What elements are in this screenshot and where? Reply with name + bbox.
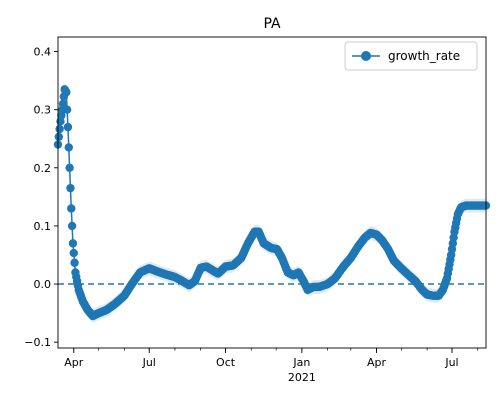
y-axis-ticks: −0.1 0.0 0.1 0.2 0.3 0.4	[24, 46, 58, 349]
x-tick-label: Oct	[216, 356, 236, 369]
x-tick-label: Apr	[64, 356, 84, 369]
series-line	[57, 86, 486, 317]
data-point	[55, 124, 64, 134]
plot-frame	[57, 36, 487, 349]
y-tick-label: 0.3	[34, 104, 52, 117]
data-point	[67, 221, 77, 231]
legend-marker	[361, 51, 371, 61]
legend-label: growth_rate	[388, 49, 460, 63]
data-point	[58, 99, 68, 109]
data-point	[70, 258, 79, 267]
y-tick-label: 0.2	[34, 162, 52, 175]
x-tick-label: Jan	[292, 356, 310, 369]
data-point	[65, 163, 74, 172]
x-tick-label: Jul	[142, 356, 156, 369]
legend: growth_rate	[344, 41, 478, 71]
data-point	[66, 183, 75, 193]
series-layer	[53, 85, 491, 321]
x-tick-label: Jul	[444, 356, 458, 369]
y-tick-label: −0.1	[24, 336, 51, 349]
chart-title: PA	[263, 16, 281, 32]
x-tick-year-label: 2021	[288, 371, 316, 384]
data-point	[64, 143, 73, 152]
data-point	[69, 248, 78, 258]
y-tick-label: 0.1	[34, 220, 52, 233]
data-point	[68, 239, 78, 248]
data-point	[54, 132, 64, 141]
x-tick-label: Apr	[367, 356, 387, 369]
x-axis-ticks: Apr Jul Oct Jan 2021 Apr Jul	[64, 348, 479, 384]
data-point	[62, 88, 71, 97]
legend-box	[344, 41, 478, 71]
data-point	[63, 122, 73, 132]
data-point	[67, 204, 76, 213]
axes-layer	[57, 36, 487, 349]
data-point	[62, 105, 72, 114]
y-tick-label: 0.4	[34, 46, 52, 59]
y-tick-label: 0.0	[34, 278, 52, 291]
